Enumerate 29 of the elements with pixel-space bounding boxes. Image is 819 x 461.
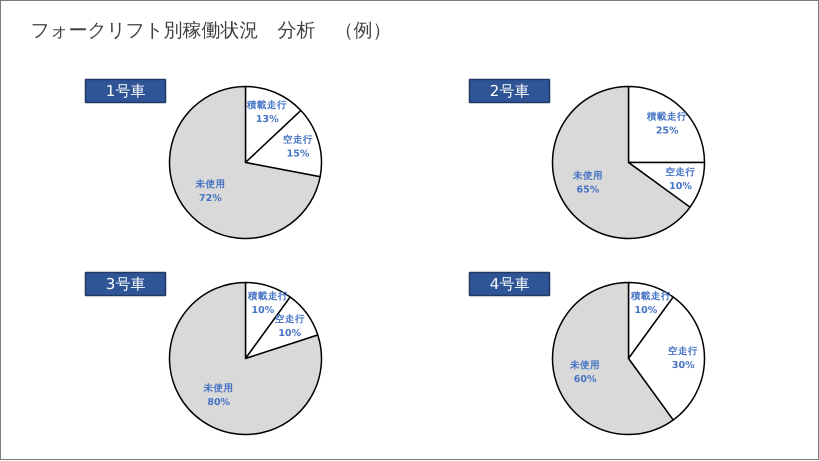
data-label: 30% (672, 360, 696, 371)
slice-label: 積載走行 (646, 110, 688, 122)
slice-label: 空走行 (666, 166, 696, 178)
data-label: 60% (574, 374, 597, 386)
data-label: 80% (207, 396, 231, 408)
slice-label: 積載走行 (246, 98, 288, 111)
slice-label: 未使用 (194, 178, 226, 190)
slice-label: 未使用 (572, 170, 603, 182)
chart-title: 1号車 (106, 82, 146, 100)
slice-label: 積載走行 (630, 290, 671, 302)
chart-title: 4号車 (490, 275, 530, 293)
slice-label: 積載走行 (247, 290, 288, 302)
data-label: 72% (198, 193, 222, 204)
data-label: 10% (669, 180, 692, 192)
chart-title: 3号車 (106, 275, 146, 293)
chart-title: 2号車 (490, 82, 530, 100)
data-label: 25% (656, 125, 680, 136)
data-label: 13% (256, 114, 280, 125)
slice-label: 空走行 (668, 345, 698, 357)
slice-label: 空走行 (274, 312, 305, 325)
data-label: 10% (634, 305, 658, 316)
data-label: 10% (252, 305, 275, 316)
slice-label: 未使用 (569, 359, 600, 372)
text: フォークリフト別稼働状況 分析 （例） (30, 20, 392, 42)
slice-label: 未使用 (202, 382, 234, 394)
data-label: 15% (286, 148, 310, 160)
slice-label: 空走行 (283, 134, 314, 146)
data-label: 65% (576, 184, 600, 196)
data-label: 10% (278, 328, 302, 339)
